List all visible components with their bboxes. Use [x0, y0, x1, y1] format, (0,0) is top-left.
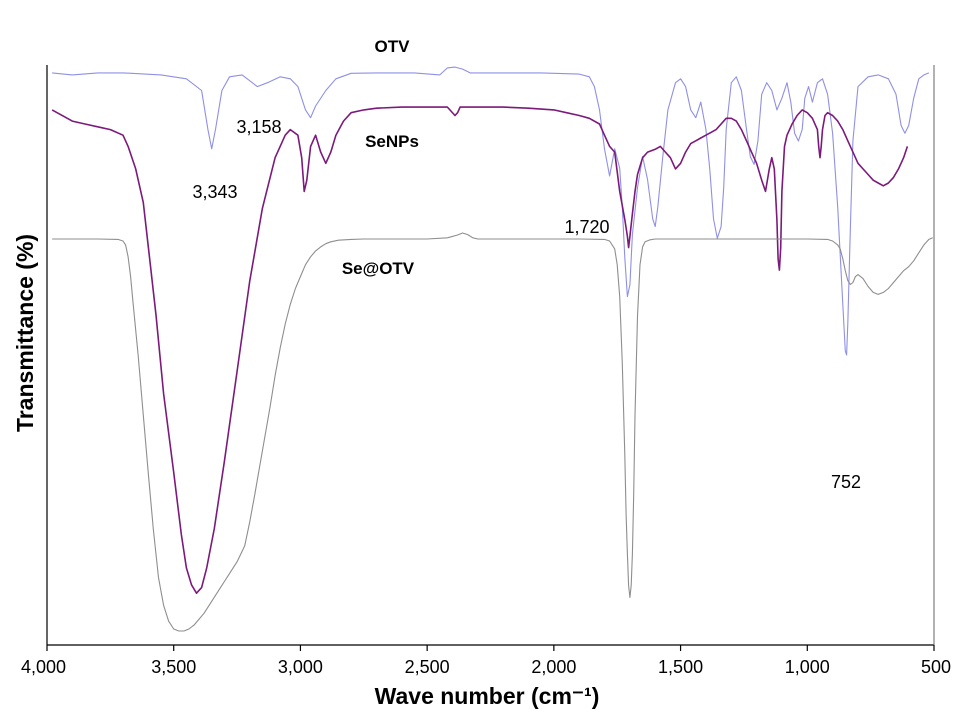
x-axis-title: Wave number (cm⁻¹) — [375, 683, 600, 709]
y-axis-title: Transmittance (%) — [12, 234, 38, 432]
x-tick-label: 3,000 — [278, 657, 323, 677]
x-tick-label: 3,500 — [151, 657, 196, 677]
annotation-752: 752 — [831, 472, 861, 492]
series-line-se-otv — [52, 232, 933, 632]
x-tick-label: 1,500 — [658, 657, 703, 677]
annotation-3343: 3,343 — [192, 182, 237, 202]
annotation-1720: 1,720 — [564, 217, 609, 237]
series-line-senps — [51, 106, 909, 594]
x-tick-label: 1,000 — [785, 657, 830, 677]
series-line-otv — [52, 66, 930, 356]
annotation-3158: 3,158 — [236, 117, 281, 137]
x-tick-label: 500 — [921, 657, 951, 677]
series-label-senps: SeNPs — [365, 132, 419, 151]
x-tick-label: 2,500 — [405, 657, 450, 677]
series-label-se-otv: Se@OTV — [342, 259, 415, 278]
series-label-otv: OTV — [375, 37, 411, 56]
x-tick-label: 4,000 — [21, 657, 66, 677]
x-tick-label: 2,000 — [531, 657, 576, 677]
